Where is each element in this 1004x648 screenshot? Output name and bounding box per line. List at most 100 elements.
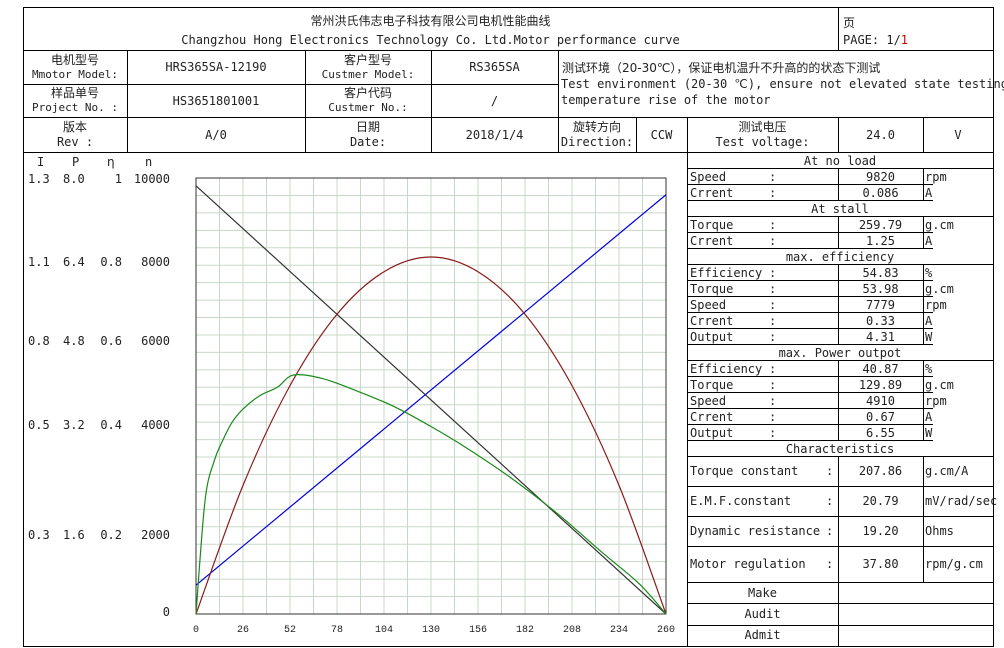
customer-model-value: RS365SA	[469, 60, 520, 74]
colon: :	[769, 282, 777, 296]
y-tick-current: 1.1	[28, 255, 50, 269]
make-label: Make	[748, 585, 777, 600]
colon: :	[769, 394, 777, 408]
x-tick-label: 156	[469, 625, 487, 636]
y-tick-efficiency: 0.2	[100, 528, 122, 542]
no-load-row-value: 0.086	[862, 186, 899, 200]
project-label-en: Project No. :	[31, 101, 119, 114]
colon: :	[769, 362, 777, 376]
max-pow-row-unit: g.cm	[925, 378, 954, 392]
y-tick-current: 0.8	[28, 334, 50, 348]
colon: :	[769, 330, 777, 344]
revision-label-cn: 版本	[62, 120, 87, 134]
no-load-section-title: At no load	[803, 154, 877, 168]
colon: :	[769, 218, 777, 232]
max-pow-row-value: 4910	[866, 394, 895, 408]
x-tick-label: 234	[610, 625, 628, 636]
efficiency-curve	[195, 373, 667, 615]
date-label-en: Date:	[349, 135, 387, 149]
customer-model-label-cn: 客户型号	[343, 53, 392, 67]
max-eff-row-label: Crrent	[690, 314, 734, 328]
test-environment-en-1: Test environment (20-30 ℃), ensure not e…	[561, 77, 1004, 91]
date-value: 2018/1/4	[465, 128, 524, 142]
max-eff-row-label: Output	[690, 330, 734, 344]
characteristic-label: E.M.F.constant	[690, 494, 792, 508]
max-pow-row-label: Crrent	[690, 410, 734, 424]
test-environment-en-2: temperature rise of the motor	[561, 93, 771, 107]
max-pow-row-value: 0.67	[866, 410, 895, 424]
y-tick-speed: 4000	[141, 418, 170, 432]
characteristic-value: 19.20	[862, 524, 899, 538]
characteristic-label: Torque constant	[690, 464, 799, 478]
x-tick-label: 208	[563, 625, 581, 636]
max-eff-row-unit: rpm	[925, 298, 947, 312]
colon: :	[826, 494, 834, 508]
max-pow-row-value: 6.55	[866, 426, 895, 440]
test-voltage-label-en: Test voltage:	[715, 135, 810, 149]
x-tick-label: 0	[193, 625, 199, 636]
performance-curve-chart: 0 26 52 78 104 130 156 182 208 234 260	[193, 177, 675, 636]
revision-value: A/0	[205, 128, 227, 142]
page-number: PAGE: 1/1	[843, 33, 909, 47]
audit-label: Audit	[744, 607, 781, 621]
max-eff-row-unit: %	[925, 266, 933, 280]
y-tick-current: 1.3	[28, 172, 50, 186]
max-eff-row-value: 54.83	[862, 266, 899, 280]
characteristics-section-title: Characteristics	[785, 442, 895, 456]
max-pow-row-value: 40.87	[862, 362, 899, 376]
max-pow-row-unit: %	[925, 362, 933, 376]
stall-row-value: 259.79	[858, 218, 903, 232]
max-pow-row-unit: rpm	[925, 394, 947, 408]
customer-no-label-cn: 客户代码	[343, 86, 392, 100]
colon: :	[769, 426, 777, 440]
stall-row-unit: g.cm	[925, 218, 954, 232]
y-tick-speed: 10000	[133, 172, 170, 186]
customer-no-value: /	[490, 94, 499, 108]
colon: :	[826, 557, 834, 571]
motor-model-value: HRS365SA-12190	[165, 60, 267, 74]
revision-label-en: Rev :	[56, 135, 94, 149]
max-eff-row-label: Efficiency	[690, 266, 763, 280]
max-pow-row-label: Speed	[690, 394, 727, 408]
y-tick-power: 8.0	[63, 172, 85, 186]
no-load-row-label: Crrent	[690, 186, 734, 200]
x-tick-label: 78	[331, 625, 343, 636]
x-tick-label: 260	[657, 625, 675, 636]
y-tick-power: 6.4	[63, 255, 85, 269]
colon: :	[769, 170, 777, 184]
direction-label-en: Direction:	[560, 135, 634, 149]
colon: :	[769, 234, 777, 248]
test-voltage-value: 24.0	[866, 128, 895, 142]
colon: :	[769, 378, 777, 392]
max-pow-row-unit: A	[925, 410, 933, 424]
max-eff-row-label: Speed	[690, 298, 727, 312]
characteristic-label: Dynamic resistance	[690, 524, 821, 538]
x-tick-label: 182	[516, 625, 534, 636]
max-pow-row-unit: W	[925, 426, 933, 440]
project-label-cn: 样品单号	[50, 86, 99, 100]
colon: :	[769, 266, 777, 280]
y-tick-current: 0.3	[28, 528, 50, 542]
speed-curve	[195, 185, 667, 615]
max-eff-row-value: 0.33	[866, 314, 895, 328]
date-label-cn: 日期	[355, 120, 380, 134]
motor-model-label-en: Mmotor Model:	[31, 68, 119, 81]
stall-row-unit: A	[925, 234, 933, 248]
stall-section-title: At stall	[811, 202, 869, 216]
max-eff-row-label: Torque	[690, 282, 734, 296]
y-tick-speed: 2000	[141, 528, 170, 542]
x-tick-label: 104	[375, 625, 393, 636]
max-eff-row-value: 53.98	[862, 282, 899, 296]
colon: :	[826, 464, 834, 478]
test-voltage-label-cn: 测试电压	[738, 120, 787, 134]
max-eff-row-value: 7779	[866, 298, 895, 312]
x-tick-label: 26	[237, 625, 249, 636]
colon: :	[769, 298, 777, 312]
axis-header-power: P	[72, 155, 80, 169]
test-environment-cn: 测试环境（20-30℃），保证电机温升不升高的的状态下测试	[562, 61, 881, 75]
colon: :	[769, 314, 777, 328]
x-tick-label: 130	[422, 625, 440, 636]
customer-model-label-en: Custmer Model:	[321, 68, 415, 81]
characteristic-value: 20.79	[862, 494, 899, 508]
max-eff-row-unit: A	[925, 314, 933, 328]
